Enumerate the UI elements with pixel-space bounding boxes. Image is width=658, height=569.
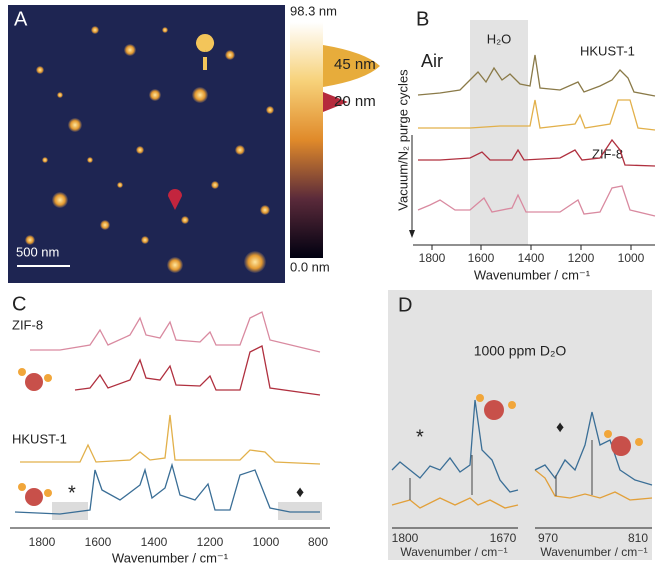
x-ticks [431, 245, 632, 250]
trace [418, 138, 656, 167]
x-axis-label: Wavenumber / cm⁻¹ [112, 550, 229, 565]
trace [418, 99, 656, 131]
x-tick-label: 810 [628, 531, 648, 545]
highlight-region [278, 502, 322, 520]
x-tick-label: 1800 [419, 251, 446, 265]
x-axis-label: Wavenumber / cm⁻¹ [474, 267, 591, 282]
x-tick-label: 1800 [392, 531, 419, 545]
colorbar-max: 98.3 nm [290, 3, 337, 18]
trace-label: ZIF-8 [12, 317, 43, 332]
trace [391, 399, 519, 493]
x-tick-label: 1670 [490, 531, 517, 545]
molecule-icon [611, 436, 631, 456]
molecule-icon [25, 373, 43, 391]
x-tick-label: 1800 [29, 535, 56, 549]
colorbar [290, 22, 323, 258]
x-tick-label: 1000 [253, 535, 280, 549]
panel-label: C [12, 293, 26, 315]
trace [417, 54, 656, 97]
panel-d: D 1000 ppm D₂O * ♦ 1800 1670 970 810 Wav… [388, 290, 653, 560]
panel-label: A [14, 8, 28, 30]
diamond: ♦ [556, 419, 564, 436]
trace [534, 469, 653, 501]
marker-low-label: 20 nm [334, 93, 376, 110]
panel-label: B [416, 8, 429, 30]
marker-high [323, 45, 380, 87]
trace [30, 311, 321, 353]
colorbar-min: 0.0 nm [290, 259, 330, 274]
marker-low [323, 92, 348, 112]
panel-title: 1000 ppm D₂O [474, 343, 567, 359]
scale-bar-label: 500 nm [16, 244, 59, 259]
trace [534, 411, 653, 486]
panel-c: C ZIF-8 HKUST-1 * ♦ 1800 1600 1400 1200 … [10, 293, 330, 565]
panel-label: D [398, 294, 412, 316]
particles [25, 26, 274, 273]
panel-background [388, 290, 652, 560]
x-tick-label: 1600 [85, 535, 112, 549]
marker-high-label: 45 nm [334, 56, 376, 73]
trace [74, 345, 321, 396]
x-tick-label: 1600 [468, 251, 495, 265]
x-tick-label: 1200 [568, 251, 595, 265]
highlight-region [52, 502, 88, 520]
x-tick-label: 1400 [141, 535, 168, 549]
trace-label: HKUST-1 [12, 431, 67, 446]
x-tick-label: 1200 [197, 535, 224, 549]
x-tick-label: 1400 [518, 251, 545, 265]
x-tick-label: 970 [538, 531, 558, 545]
trace [417, 185, 656, 217]
x-axis-label: Wavenumber / cm⁻¹ [400, 545, 507, 559]
molecule-icon [484, 400, 504, 420]
panel-b: B Air H₂O HKUST-1 ZIF-8 Vacuum/N₂ purge … [395, 8, 656, 282]
trace [391, 497, 519, 509]
x-tick-label: 800 [308, 535, 328, 549]
trace [20, 414, 321, 465]
asterisk: * [416, 426, 424, 448]
pin-high [196, 34, 215, 70]
arrow-head [409, 230, 415, 238]
trace [14, 462, 320, 515]
band-label: H₂O [487, 31, 512, 46]
water-band [470, 20, 528, 245]
x-tick-label: 1000 [618, 251, 645, 265]
panel-a: 500 nm A 98.3 nm 0.0 nm 45 nm 20 nm [8, 3, 380, 283]
annotation: Air [421, 51, 443, 71]
asterisk: * [68, 482, 76, 504]
trace-label: HKUST-1 [580, 43, 635, 58]
pin-low [168, 189, 182, 210]
y-axis-label: Vacuum/N₂ purge cycles [395, 69, 410, 211]
arrows [409, 440, 593, 500]
molecule-icon [25, 488, 43, 506]
diamond: ♦ [296, 484, 304, 501]
x-axis-label: Wavenumber / cm⁻¹ [540, 545, 647, 559]
